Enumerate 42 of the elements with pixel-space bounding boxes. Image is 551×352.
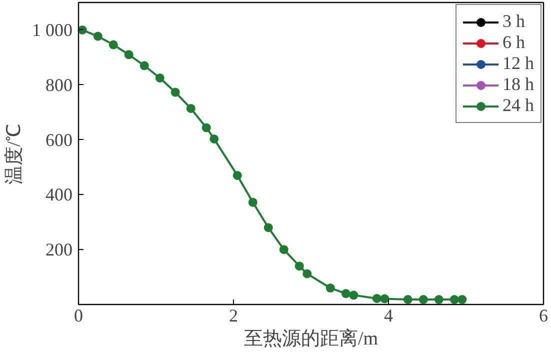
x-tick-label: 4 (384, 306, 393, 326)
point (264, 223, 273, 232)
point (248, 198, 258, 207)
legend-label: 24 h (502, 95, 534, 116)
point (458, 295, 467, 304)
point (302, 269, 312, 278)
point (232, 170, 242, 180)
point (279, 245, 288, 254)
y-tick-label: 400 (46, 184, 72, 205)
point (450, 295, 459, 304)
y-axis-title: 温度/℃ (3, 123, 25, 185)
point (418, 295, 428, 304)
legend-label: 12 h (502, 53, 534, 74)
point (78, 25, 87, 34)
point (380, 294, 390, 304)
point (434, 295, 444, 304)
point (140, 61, 149, 70)
y-tick-label: 800 (46, 74, 72, 95)
point (210, 134, 219, 144)
x-tick-label: 6 (539, 306, 548, 326)
point (186, 104, 196, 113)
legend-label: 6 h (502, 32, 525, 53)
x-tick-label: 0 (74, 306, 83, 326)
point (294, 262, 304, 271)
y-tick-label: 1 000 (32, 20, 72, 40)
x-axis-title: 至热源的距离/m (244, 328, 378, 350)
point (372, 294, 382, 303)
point (341, 289, 350, 298)
y-tick-label: 200 (46, 240, 72, 260)
point (326, 284, 335, 293)
x-tick-label: 2 (229, 306, 238, 326)
point (202, 123, 211, 132)
point (155, 74, 164, 82)
y-tick-label: 600 (46, 130, 72, 150)
point (108, 40, 118, 50)
legend-label: 18 h (502, 74, 534, 95)
legend-label: 3 h (502, 11, 525, 32)
point (124, 50, 134, 60)
point (403, 295, 412, 304)
point (349, 290, 358, 300)
point (93, 32, 102, 41)
point (170, 88, 180, 97)
